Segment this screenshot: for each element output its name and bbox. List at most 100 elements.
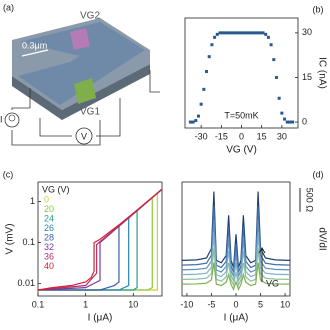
data-point xyxy=(191,120,195,124)
data-point xyxy=(253,31,257,35)
panel-label: (d) xyxy=(313,169,324,179)
data-point xyxy=(245,31,249,35)
series-line xyxy=(181,205,291,273)
voltmeter xyxy=(75,127,93,145)
data-point xyxy=(229,31,233,35)
x-tick-label: 0 xyxy=(239,131,244,141)
legend-entry: 36 xyxy=(44,251,54,261)
data-point xyxy=(242,31,246,35)
ground-wire xyxy=(149,70,160,93)
x-tick-label: -30 xyxy=(195,131,208,141)
data-point xyxy=(274,75,278,79)
scale-bar-label: 500 Ω xyxy=(305,188,315,213)
data-point xyxy=(210,43,214,47)
data-point xyxy=(237,31,241,35)
x-tick-label: 5 xyxy=(258,299,263,309)
y-tick-label: 1 xyxy=(30,196,35,206)
annotation: T=50mK xyxy=(224,110,258,120)
data-point xyxy=(266,35,270,39)
current-source-ring xyxy=(8,114,16,122)
data-point xyxy=(215,32,219,36)
x-tick-label: -15 xyxy=(215,131,228,141)
data-point xyxy=(280,111,284,115)
x-tick-label: 0 xyxy=(233,299,238,309)
legend-entry: 24 xyxy=(44,213,54,223)
panel-label: (a) xyxy=(3,2,14,12)
x-tick-label: -5 xyxy=(207,299,215,309)
series-line xyxy=(181,248,291,287)
y-tick-label: 30 xyxy=(302,27,312,37)
data-point xyxy=(269,43,273,47)
x-tick-label: -10 xyxy=(180,299,193,309)
panel-label: (b) xyxy=(313,4,324,14)
gate-1-label: VG1 xyxy=(80,107,100,118)
y-axis-label: V (mV) xyxy=(5,223,16,254)
data-point xyxy=(248,31,252,35)
data-point xyxy=(240,31,243,35)
y-tick-label: 0.1 xyxy=(22,237,35,247)
x-tick-label: 15 xyxy=(257,131,267,141)
data-point xyxy=(221,31,225,35)
data-point xyxy=(199,102,203,106)
legend-title: VG (V) xyxy=(42,184,70,194)
y-axis-label: IC (nA) xyxy=(316,57,327,89)
scale-label: 0.3μm xyxy=(22,40,47,50)
series-line xyxy=(37,188,163,291)
data-point xyxy=(188,120,192,124)
data-point xyxy=(234,31,238,35)
data-point xyxy=(264,32,268,36)
device-panel: (a) 0.3μm VG2 VG1 I V xyxy=(0,2,160,146)
y-tick-label: 0.01 xyxy=(17,278,35,288)
data-point xyxy=(283,117,287,121)
data-point xyxy=(231,31,235,35)
circuit-wire xyxy=(11,88,101,146)
data-point xyxy=(285,120,289,124)
data-point xyxy=(223,31,227,35)
data-point xyxy=(291,120,295,124)
y-tick-label: 0 xyxy=(302,116,307,126)
data-point xyxy=(277,96,281,100)
legend-entry: 0 xyxy=(44,194,49,204)
data-point xyxy=(207,55,211,59)
legend-entry: 32 xyxy=(44,242,54,252)
data-point xyxy=(194,119,198,123)
x-axis-label: I (μA) xyxy=(224,313,249,324)
data-point xyxy=(213,35,217,39)
device-edge xyxy=(12,64,150,120)
data-point xyxy=(272,58,276,62)
plot-frame xyxy=(37,181,163,297)
series-line xyxy=(181,262,291,291)
current-label: I xyxy=(0,114,3,124)
y-tick-label: 15 xyxy=(302,72,312,82)
data-point xyxy=(250,31,254,35)
legend-entry: 40 xyxy=(44,261,54,271)
gate-2-label: VG2 xyxy=(80,11,100,22)
data-point xyxy=(261,31,265,35)
data-point xyxy=(218,31,222,35)
legend-entry: 28 xyxy=(44,232,54,242)
gate-1 xyxy=(74,78,96,104)
x-tick-label: 1 xyxy=(83,299,88,309)
arrow-label: VG xyxy=(266,278,279,288)
device-film xyxy=(18,22,145,105)
x-tick-label: 30 xyxy=(277,131,287,141)
x-axis-label: I (μA) xyxy=(88,313,113,324)
x-axis-label: VG (V) xyxy=(226,145,257,156)
current-source xyxy=(4,112,20,128)
series-line xyxy=(181,219,291,277)
data-point xyxy=(258,31,262,35)
data-point xyxy=(196,114,200,118)
voltmeter-wire xyxy=(39,98,121,137)
data-point xyxy=(226,31,230,35)
data-point xyxy=(205,70,209,74)
x-tick-label: 10 xyxy=(128,299,138,309)
x-tick-label: 0.1 xyxy=(32,299,45,309)
legend-entry: 26 xyxy=(44,223,54,233)
panel-label: (c) xyxy=(3,169,14,179)
gate-2 xyxy=(70,28,90,50)
data-point xyxy=(256,31,260,35)
series-line xyxy=(181,234,291,284)
voltage-label: V xyxy=(81,131,87,141)
data-point xyxy=(288,120,292,124)
